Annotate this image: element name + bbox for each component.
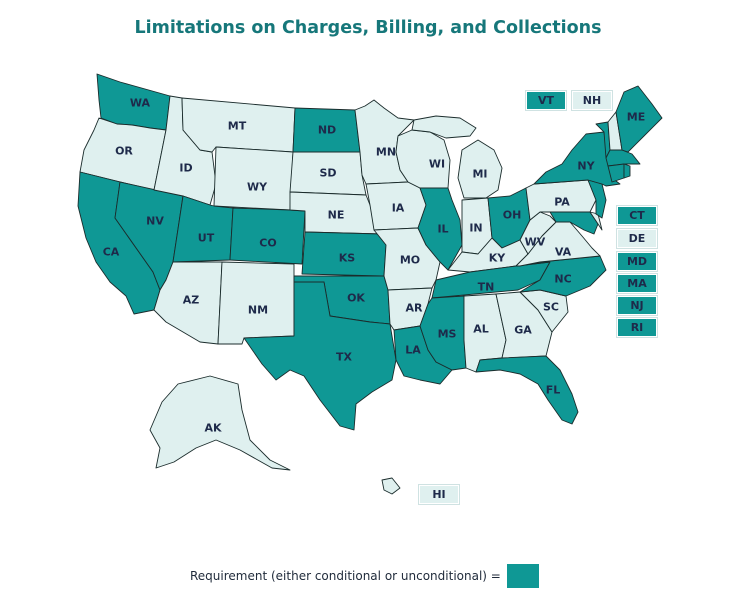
- label-SC: SC: [543, 301, 559, 314]
- label-VA: VA: [555, 246, 572, 259]
- box-HI[interactable]: HI: [418, 484, 460, 505]
- label-MI: MI: [472, 168, 487, 181]
- state-FL[interactable]: [475, 355, 579, 425]
- label-KY: KY: [489, 252, 507, 265]
- label-AZ: AZ: [183, 294, 200, 307]
- label-FL: FL: [546, 384, 561, 397]
- box-RI[interactable]: RI: [616, 317, 658, 338]
- label-WI: WI: [429, 158, 445, 171]
- label-NY: NY: [577, 160, 595, 173]
- label-CO: CO: [259, 237, 276, 250]
- label-UT: UT: [198, 232, 215, 245]
- state-DE[interactable]: [589, 211, 603, 231]
- label-MS: MS: [438, 328, 457, 341]
- state-HI[interactable]: [381, 477, 401, 495]
- label-IL: IL: [437, 223, 448, 236]
- state-labels: WA OR CA NV ID MT WY UT CO AZ NM ND SD N…: [103, 97, 646, 435]
- state-MI[interactable]: [457, 139, 503, 199]
- box-MA[interactable]: MA: [616, 273, 658, 294]
- legend-label: Requirement (either conditional or uncon…: [190, 569, 501, 583]
- label-KS: KS: [339, 252, 356, 265]
- state-CO[interactable]: [229, 207, 306, 265]
- label-AR: AR: [406, 302, 424, 315]
- label-SD: SD: [319, 167, 336, 180]
- state-AK[interactable]: [149, 375, 291, 471]
- label-TN: TN: [478, 281, 495, 294]
- state-ME[interactable]: [615, 85, 663, 153]
- map-title: Limitations on Charges, Billing, and Col…: [134, 18, 602, 38]
- label-ND: ND: [318, 124, 336, 137]
- label-WA: WA: [130, 97, 151, 110]
- box-CT[interactable]: CT: [616, 205, 658, 226]
- label-IN: IN: [469, 222, 482, 235]
- label-NM: NM: [248, 304, 268, 317]
- label-NE: NE: [328, 209, 345, 222]
- label-ID: ID: [179, 162, 192, 175]
- box-NH[interactable]: NH: [571, 90, 613, 111]
- label-PA: PA: [554, 196, 570, 209]
- label-MO: MO: [400, 254, 420, 267]
- state-MA[interactable]: [605, 149, 641, 167]
- label-MN: MN: [376, 146, 396, 159]
- label-OR: OR: [115, 145, 133, 158]
- state-WY[interactable]: [213, 146, 294, 211]
- label-NV: NV: [146, 215, 164, 228]
- map-legend: Requirement (either conditional or uncon…: [190, 564, 539, 588]
- state-SD[interactable]: [289, 151, 367, 196]
- state-TX[interactable]: [243, 281, 397, 431]
- label-GA: GA: [514, 324, 532, 337]
- label-CA: CA: [103, 246, 120, 259]
- label-OK: OK: [347, 292, 365, 305]
- label-OH: OH: [503, 209, 522, 222]
- label-MT: MT: [228, 120, 247, 133]
- box-VT[interactable]: VT: [525, 90, 567, 111]
- label-WY: WY: [247, 181, 268, 194]
- state-RI[interactable]: [623, 163, 631, 179]
- label-ME: ME: [627, 111, 645, 124]
- label-WV: WV: [525, 236, 546, 249]
- label-LA: LA: [405, 344, 421, 357]
- state-MI-upper[interactable]: [411, 115, 477, 139]
- box-DE[interactable]: DE: [616, 228, 658, 249]
- box-NJ[interactable]: NJ: [616, 295, 658, 316]
- box-MD[interactable]: MD: [616, 251, 658, 272]
- label-TX: TX: [336, 351, 353, 364]
- label-NC: NC: [554, 273, 571, 286]
- label-AL: AL: [473, 323, 489, 336]
- label-AK: AK: [204, 422, 222, 435]
- legend-swatch: [506, 564, 539, 588]
- label-IA: IA: [392, 202, 405, 215]
